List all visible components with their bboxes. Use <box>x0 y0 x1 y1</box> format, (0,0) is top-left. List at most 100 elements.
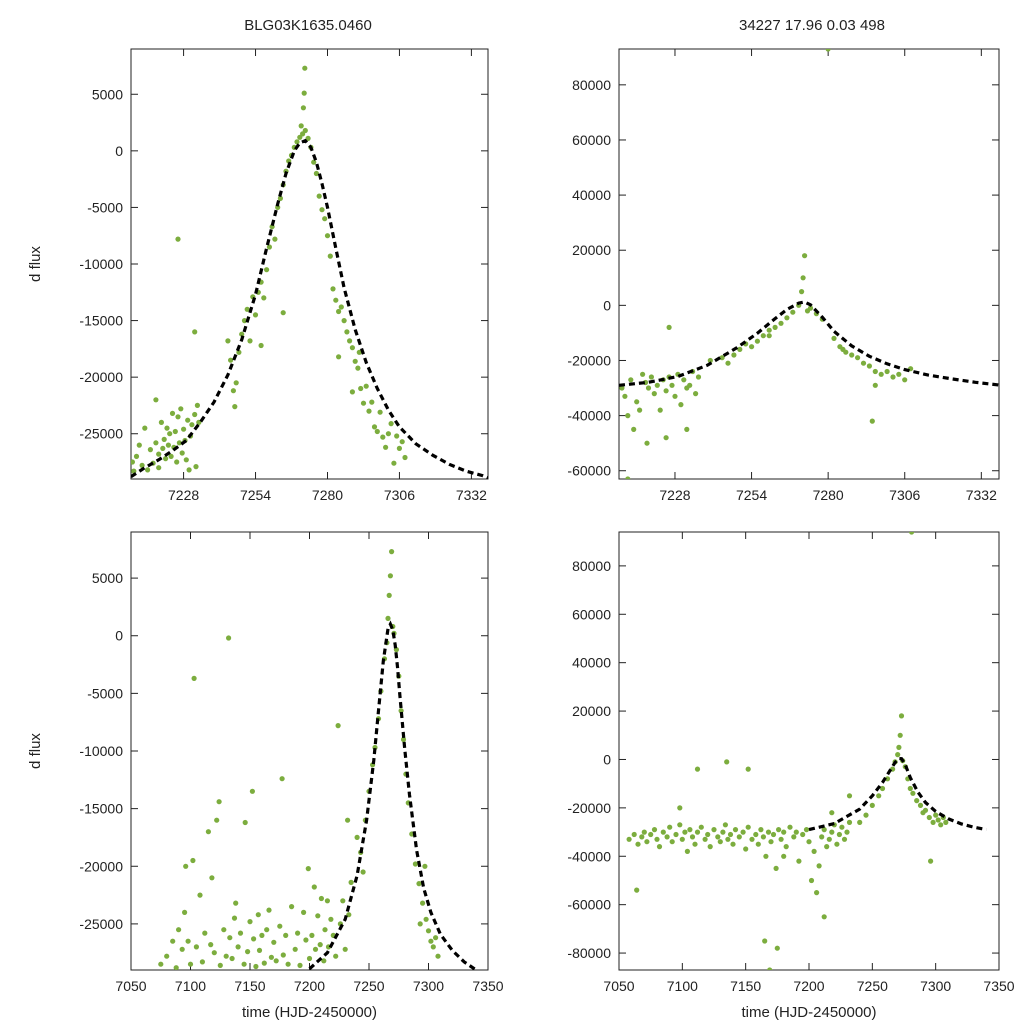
data-point <box>280 310 286 316</box>
data-point <box>644 440 650 446</box>
data-point <box>232 404 238 410</box>
data-point <box>247 338 253 344</box>
data-point <box>322 216 328 222</box>
data-point <box>743 846 749 852</box>
data-point <box>758 827 764 833</box>
data-point <box>863 812 869 818</box>
y-tick-label: -80000 <box>567 945 611 961</box>
y-axis-label: d flux <box>27 246 44 282</box>
data-point <box>720 829 726 835</box>
data-point <box>897 732 903 738</box>
data-point <box>895 752 901 758</box>
data-point <box>387 573 393 579</box>
y-tick-label: 0 <box>603 297 611 313</box>
model-curve <box>619 300 999 387</box>
data-point <box>938 822 944 828</box>
data-point <box>385 615 391 622</box>
data-point <box>153 397 159 403</box>
data-point <box>423 916 429 922</box>
y-tick-label: 0 <box>115 143 123 159</box>
data-point <box>807 305 814 311</box>
data-point <box>749 344 755 350</box>
data-point <box>360 869 366 875</box>
data-point <box>336 308 342 315</box>
y-tick-label: 0 <box>603 751 611 767</box>
data-point <box>158 419 164 425</box>
data-point <box>313 170 319 177</box>
data-point <box>884 368 890 375</box>
y-tick-label: -15000 <box>79 801 123 817</box>
data-point <box>640 371 646 377</box>
data-point <box>657 407 663 413</box>
data-point <box>178 406 184 412</box>
data-point <box>253 963 259 970</box>
data-point <box>896 744 902 751</box>
data-point <box>258 342 264 349</box>
data-point <box>396 445 402 451</box>
x-tick-label: 7280 <box>312 487 343 503</box>
data-point <box>760 834 767 840</box>
data-point <box>233 380 239 386</box>
data-point <box>679 836 685 842</box>
data-point <box>687 382 693 388</box>
data-point <box>241 961 247 967</box>
data-point <box>324 233 331 239</box>
data-point <box>176 440 182 446</box>
data-point <box>778 320 784 326</box>
data-point <box>829 810 835 816</box>
y-tick-label: -20000 <box>79 369 123 385</box>
data-point <box>811 848 817 855</box>
data-point <box>754 338 761 344</box>
data-point <box>156 451 162 457</box>
data-point <box>295 930 301 936</box>
data-point <box>781 829 787 835</box>
data-point <box>194 402 200 408</box>
data-point <box>251 936 257 942</box>
data-point <box>330 286 336 292</box>
x-tick-label: 7150 <box>730 978 761 994</box>
data-point <box>834 841 840 847</box>
data-point <box>737 346 743 352</box>
data-point <box>800 831 806 838</box>
x-tick-label: 7200 <box>793 978 824 994</box>
data-point <box>872 382 878 388</box>
x-tick-label: 7254 <box>736 487 767 503</box>
data-point <box>227 935 233 941</box>
y-tick-label: 0 <box>115 628 123 644</box>
data-point <box>727 831 734 838</box>
y-tick-label: 20000 <box>572 242 611 258</box>
data-point <box>275 204 281 210</box>
data-point <box>169 410 176 416</box>
y-tick-label: -15000 <box>79 313 123 329</box>
x-axis-label: time (HJD-2450000) <box>741 1004 876 1021</box>
data-point <box>669 839 675 845</box>
data-point <box>433 935 439 941</box>
data-point <box>806 839 812 845</box>
x-tick-label: 7254 <box>240 487 271 503</box>
data-point <box>383 444 389 450</box>
data-point <box>802 253 808 259</box>
x-tick-label: 7228 <box>168 487 199 503</box>
data-point <box>689 834 696 840</box>
data-point <box>890 374 896 380</box>
data-point <box>910 790 916 796</box>
data-point <box>666 324 672 330</box>
data-point <box>907 785 913 792</box>
data-point <box>321 958 327 964</box>
data-point <box>185 417 191 423</box>
data-point <box>247 919 253 925</box>
data-point <box>181 426 187 432</box>
data-point <box>435 953 441 959</box>
data-point <box>386 592 392 599</box>
data-point <box>259 932 265 939</box>
data-point <box>819 834 825 840</box>
data-point <box>808 877 815 884</box>
data-point <box>214 817 220 823</box>
x-tick-label: 7306 <box>384 487 415 503</box>
data-point <box>884 776 891 782</box>
data-point <box>388 421 394 427</box>
data-point <box>225 338 231 344</box>
data-point <box>252 312 259 318</box>
data-point <box>356 349 362 355</box>
y-tick-label: -25000 <box>79 916 123 932</box>
